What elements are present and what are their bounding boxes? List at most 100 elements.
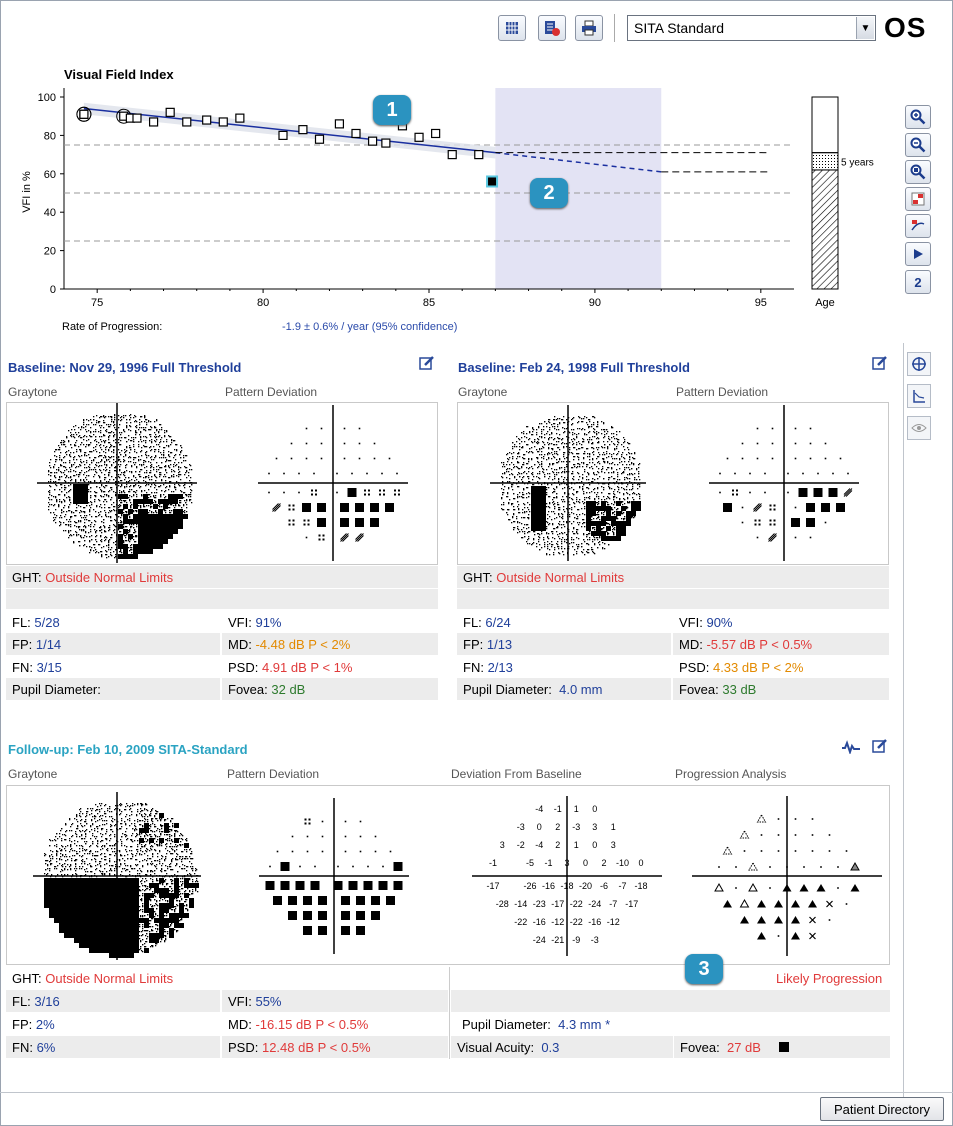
gray-dot — [604, 543, 606, 545]
followup-field-panel: -4 -1 1 0 -3 0 2 -3 3 1 3 -2 -4 2 1 0 3 -1 -5 -1 3 0 2 -10 0 -17-… — [6, 785, 890, 965]
baseline1-edit-button[interactable] — [419, 355, 435, 374]
gray-dot — [134, 820, 136, 822]
gray-dot — [50, 467, 52, 469]
gray-dot — [546, 554, 548, 556]
gray-dot — [613, 436, 615, 438]
ght-value: Outside Normal Limits — [45, 569, 174, 585]
gray-dot — [145, 838, 147, 840]
graph-view-button[interactable] — [907, 384, 931, 408]
gray-dot — [588, 488, 590, 490]
gray-dot — [613, 497, 615, 499]
followup-edit-button[interactable] — [872, 738, 888, 757]
gray-dot — [129, 809, 131, 811]
gray-dot — [83, 530, 85, 532]
gray-dot — [53, 467, 55, 469]
gray-dot — [573, 502, 575, 504]
gray-dot — [100, 526, 102, 528]
gray-dot — [110, 517, 112, 519]
report-view-button[interactable] — [498, 15, 526, 41]
zoom-in-button[interactable] — [905, 105, 931, 129]
gray-dot — [191, 502, 193, 504]
gray-dot — [106, 424, 108, 426]
gray-dot — [606, 501, 608, 503]
gray-dot — [64, 869, 66, 871]
gray-dot — [130, 414, 132, 416]
gray-dot — [59, 848, 61, 850]
gray-dot — [62, 855, 64, 857]
gray-dot — [522, 457, 524, 459]
gray-dot — [171, 452, 173, 454]
gray-dot — [561, 513, 563, 515]
gray-dot — [75, 471, 77, 473]
gray-dot — [111, 870, 113, 872]
step-2-button[interactable]: 2 — [905, 270, 931, 294]
gray-dot — [112, 851, 114, 853]
gray-dot — [607, 448, 609, 450]
gray-dot — [75, 445, 77, 447]
gray-dot — [166, 853, 168, 855]
gray-dot — [143, 460, 145, 462]
gray-dot — [606, 522, 608, 524]
play-button[interactable] — [905, 242, 931, 266]
trend-toggle-button[interactable] — [905, 214, 931, 238]
x-tick-label: 80 — [257, 297, 269, 309]
gray-dot — [622, 452, 624, 454]
gray-dot — [159, 836, 161, 838]
gray-dot — [111, 421, 113, 423]
gray-dot — [159, 859, 161, 861]
gray-dot — [549, 434, 551, 436]
gray-dot — [67, 869, 69, 871]
gray-dot — [159, 818, 161, 820]
gray-dot — [65, 866, 67, 868]
gray-dot — [144, 841, 146, 843]
gray-dot — [526, 473, 528, 475]
report-settings-button[interactable] — [538, 15, 566, 41]
gray-dot — [151, 442, 153, 444]
gray-dot — [60, 524, 62, 526]
eye-view-button[interactable] — [907, 416, 931, 440]
gray-dot — [507, 509, 509, 511]
print-button[interactable] — [575, 15, 603, 41]
gray-dot — [156, 462, 158, 464]
gray-dot — [587, 424, 589, 426]
gray-dot — [181, 861, 183, 863]
field-view-button[interactable] — [907, 352, 931, 376]
gray-dot — [527, 517, 529, 519]
gray-dot — [133, 486, 135, 488]
gray-dot — [592, 478, 594, 480]
gray-dot — [130, 426, 132, 428]
gray-dot — [616, 469, 618, 471]
gray-dot — [527, 539, 529, 541]
gray-dot — [139, 434, 141, 436]
strategy-select[interactable]: SITA Standard ▼ — [627, 15, 876, 41]
gray-dot — [81, 437, 83, 439]
gray-dot — [503, 462, 505, 464]
gray-dot — [53, 481, 55, 483]
gray-dot — [99, 452, 101, 454]
gray-dot — [182, 844, 184, 846]
gray-dot — [556, 459, 558, 461]
followup-trend-button[interactable] — [842, 740, 860, 757]
zoom-fit-button[interactable] — [905, 160, 931, 184]
show-excluded-button[interactable] — [905, 187, 931, 211]
gray-dot — [120, 474, 122, 476]
gray-dot — [516, 479, 518, 481]
gray-dot — [551, 458, 553, 460]
gray-dot — [562, 533, 564, 535]
gray-dot — [125, 806, 127, 808]
gray-dot — [179, 866, 181, 868]
gray-cell — [586, 511, 591, 516]
baseline2-edit-button[interactable] — [872, 355, 888, 374]
gray-dot — [558, 513, 560, 515]
gray-dot — [141, 490, 143, 492]
gray-dot — [129, 541, 131, 543]
gray-cell — [143, 534, 148, 539]
zoom-out-button[interactable] — [905, 133, 931, 157]
gray-dot — [598, 442, 600, 444]
gray-dot — [636, 469, 638, 471]
gray-dot — [155, 826, 157, 828]
gray-dot — [54, 514, 56, 516]
gray-dot — [522, 509, 524, 511]
gray-cell — [143, 539, 148, 544]
gray-dot — [501, 462, 503, 464]
